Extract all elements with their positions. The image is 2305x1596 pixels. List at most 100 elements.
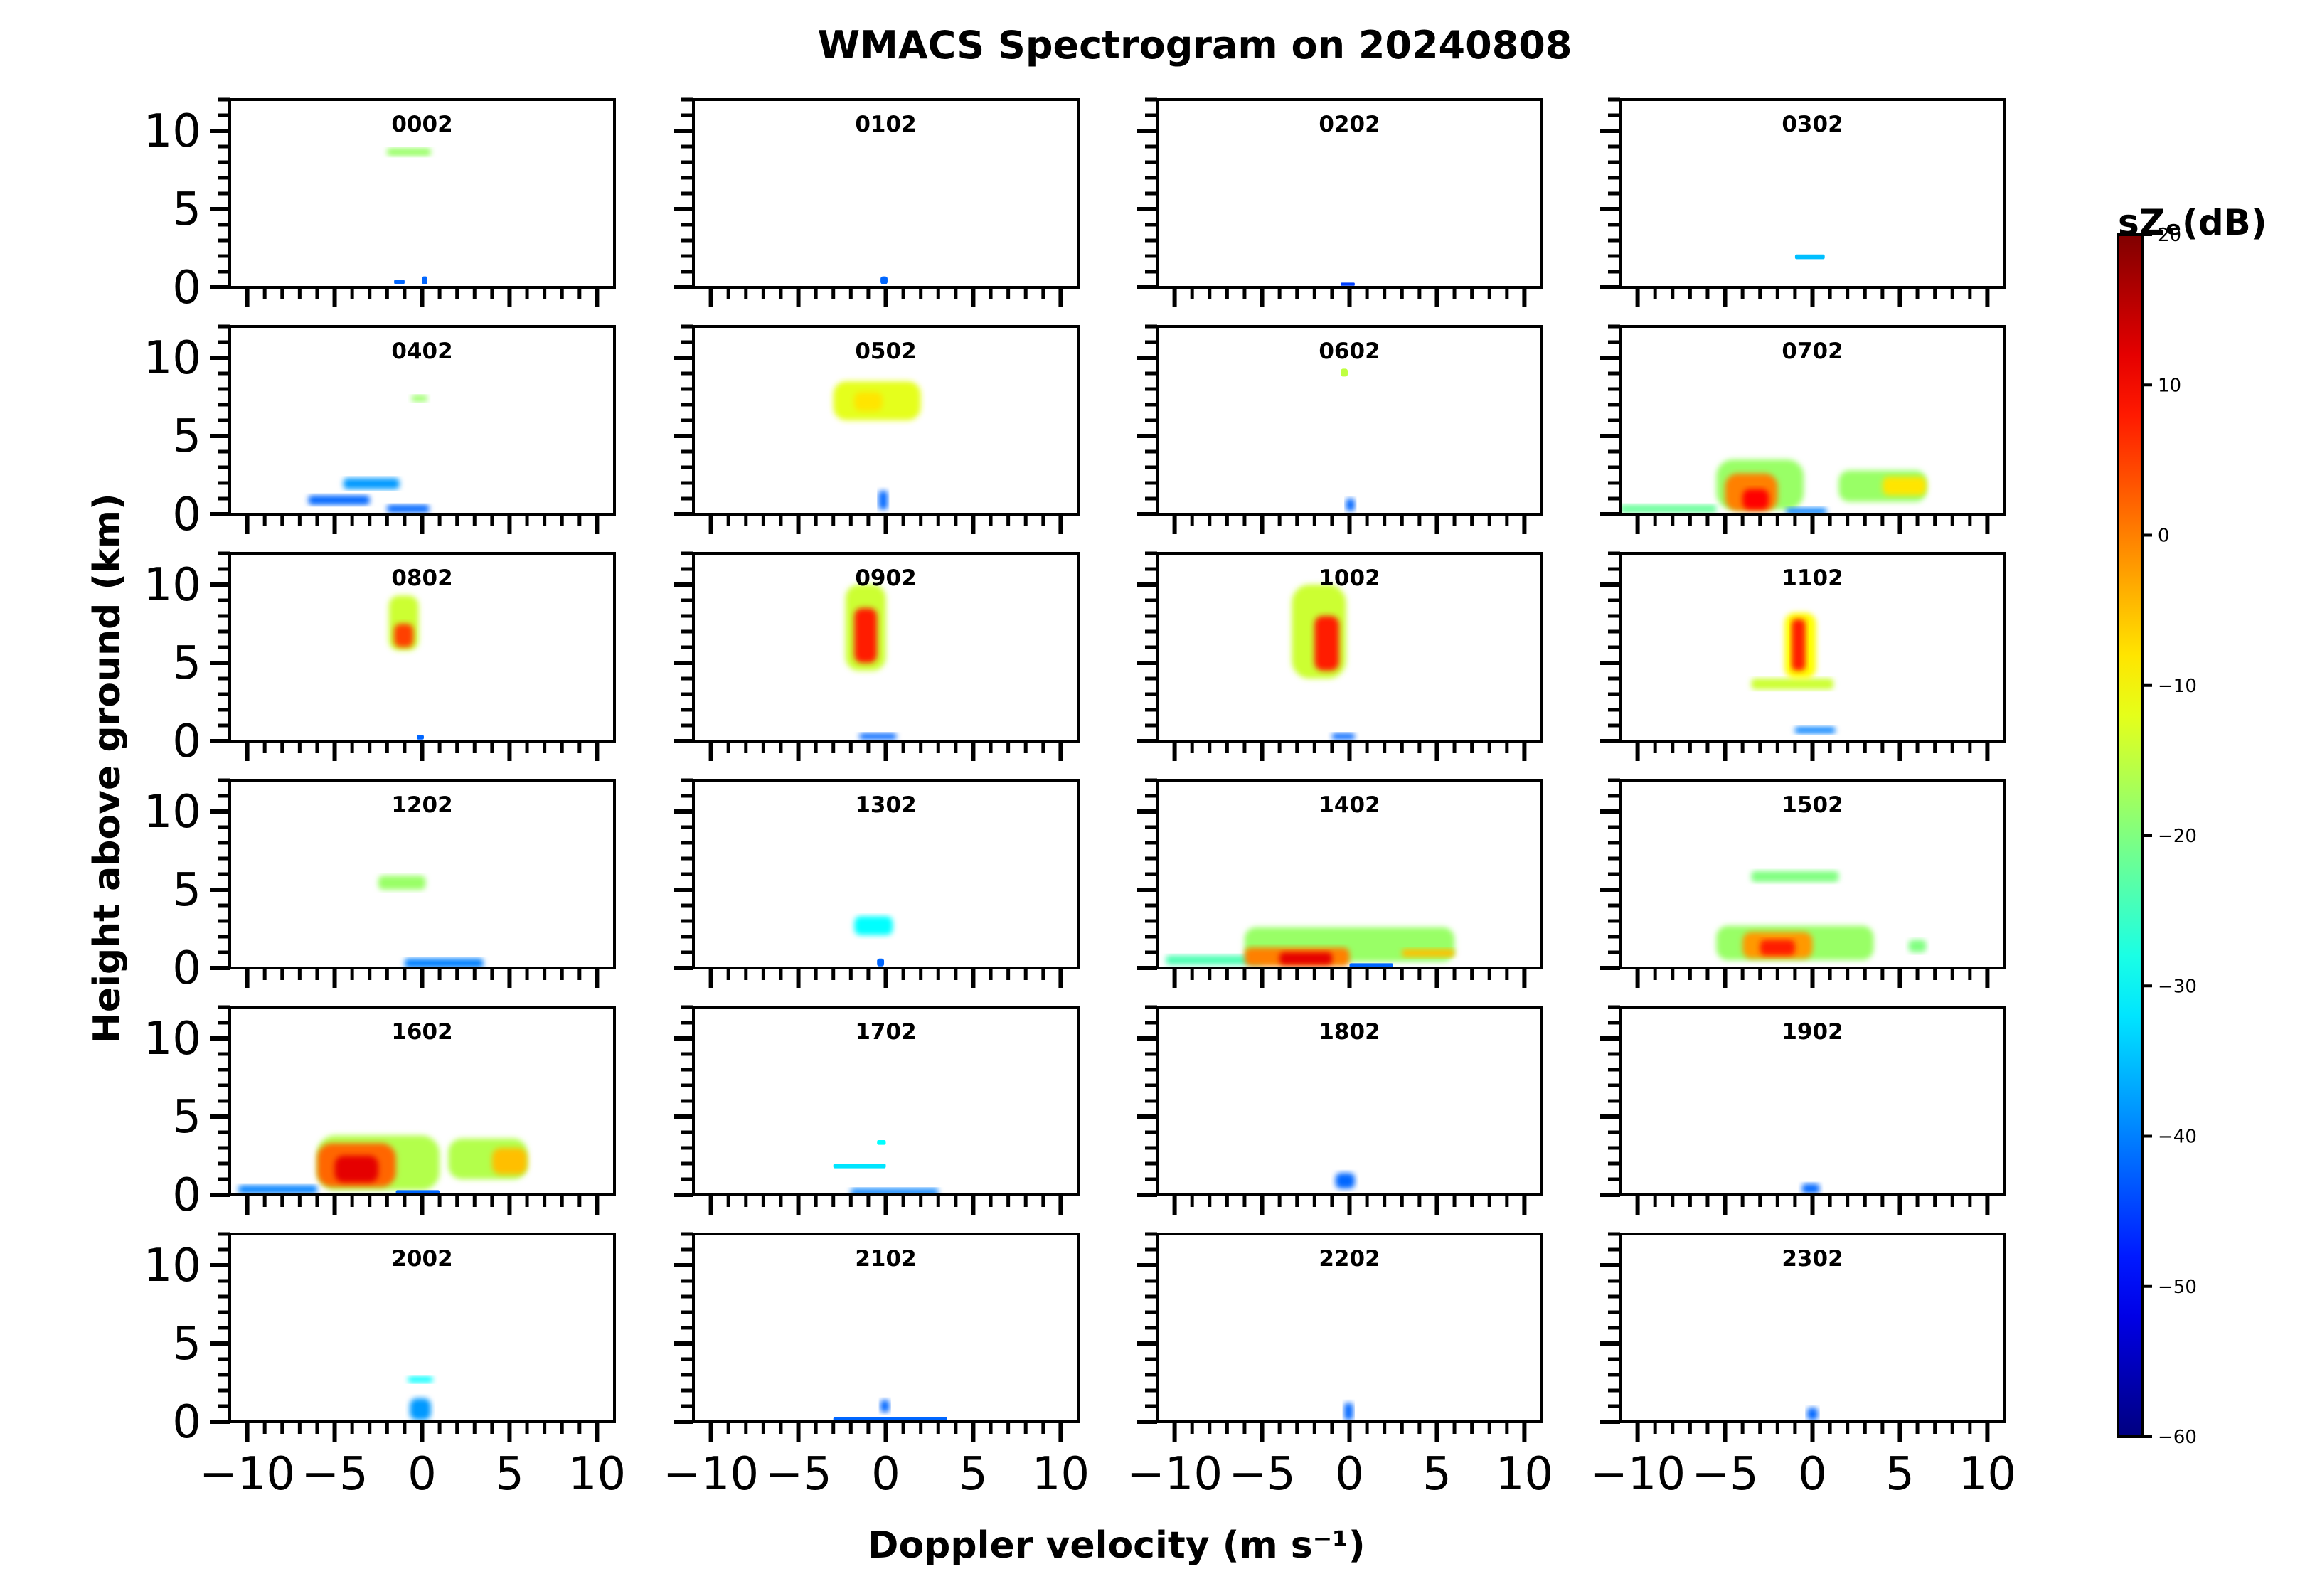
panel-data	[1620, 459, 1927, 514]
panel-2202: 2202 −10 −5 0 5 10	[1127, 1232, 1553, 1501]
spectral-patch	[1331, 733, 1355, 740]
y-tick-label: 0	[172, 715, 201, 768]
spectral-patch	[1882, 477, 1927, 496]
y-tick-label: 10	[144, 1240, 201, 1292]
spectral-patch	[417, 735, 424, 740]
x-tick-label: −5	[1691, 1448, 1758, 1501]
panel-title: 0802	[391, 565, 452, 591]
spectral-patch	[1786, 508, 1827, 514]
panel-data	[1335, 1173, 1355, 1189]
panel-data	[1166, 927, 1455, 968]
x-tick-label: 0	[408, 1448, 437, 1501]
x-tick-label: 10	[1032, 1448, 1090, 1501]
x-tick-label: 10	[1959, 1448, 2016, 1501]
panel-grid: 0002 0 5 10 0102 0202 0302 0402 0 5 10 0502 0602 0702…	[144, 97, 2016, 1501]
panel-data	[833, 1400, 947, 1422]
spectral-patch	[1794, 727, 1836, 733]
colorbar-title: sZₑ(dB)	[2118, 202, 2267, 243]
spectral-patch	[394, 280, 405, 284]
spectral-patch	[859, 733, 897, 740]
panel-0602: 0602	[1137, 324, 1543, 534]
spectral-patch	[1166, 955, 1262, 965]
spectral-patch	[343, 478, 400, 489]
x-tick-label: 5	[1422, 1448, 1452, 1501]
colorbar-tick-label: −30	[2158, 976, 2197, 997]
y-tick-label: 0	[172, 262, 201, 314]
spectral-patch	[378, 876, 426, 890]
panel-0102: 0102	[674, 97, 1080, 307]
x-tick-label: 5	[1885, 1448, 1915, 1501]
panel-1202: 1202 0 5 10	[144, 778, 616, 995]
spectral-patch	[422, 276, 427, 284]
y-tick-label: 10	[144, 786, 201, 839]
spectral-patch	[1620, 504, 1717, 513]
y-tick-label: 10	[144, 105, 201, 158]
panel-data	[1341, 282, 1355, 286]
panel-title: 0502	[855, 339, 916, 364]
panel-data	[1716, 871, 1927, 960]
colorbar-tick-label: −50	[2158, 1277, 2197, 1298]
y-tick-label: 0	[172, 942, 201, 995]
panel-title: 1102	[1782, 565, 1843, 591]
spectral-patch	[854, 608, 878, 663]
panel-title: 1002	[1319, 565, 1380, 591]
colorbar-tick-label: −40	[2158, 1127, 2197, 1148]
spectral-patch	[1344, 1403, 1353, 1420]
spectral-patch	[394, 624, 414, 647]
panel-1002: 1002	[1137, 551, 1543, 761]
colorbar-tick-label: −60	[2158, 1427, 2197, 1448]
spectral-patch	[1791, 619, 1806, 671]
spectral-patch	[1742, 489, 1769, 510]
x-tick-label: −5	[301, 1448, 368, 1501]
spectral-patch	[1751, 679, 1834, 690]
spectral-patch	[1346, 499, 1355, 511]
panel-data	[833, 1140, 939, 1195]
spectral-patch	[410, 1398, 431, 1420]
y-axis-label: Height above ground (km)	[86, 493, 129, 1043]
spectral-patch	[880, 276, 888, 284]
panel-title: 1202	[391, 792, 452, 818]
panel-0802: 0802 0 5 10	[144, 551, 616, 768]
colorbar-tick-label: 20	[2158, 225, 2181, 246]
x-tick-label: 5	[495, 1448, 524, 1501]
x-tick-label: 10	[1496, 1448, 1553, 1501]
spectral-patch	[878, 491, 888, 510]
panel-data	[1344, 1403, 1353, 1420]
x-tick-label: −5	[765, 1448, 831, 1501]
y-tick-label: 5	[172, 1091, 201, 1144]
panel-0202: 0202	[1137, 97, 1543, 307]
x-tick-label: 10	[568, 1448, 626, 1501]
panel-data	[1801, 1183, 1820, 1193]
x-axis-label: Doppler velocity (m s⁻¹)	[868, 1524, 1365, 1567]
panel-1602: 1602 0 5 10	[144, 1005, 616, 1222]
panel-title: 0202	[1319, 112, 1380, 137]
y-tick-label: 0	[172, 489, 201, 541]
panel-title: 1402	[1319, 792, 1380, 818]
y-tick-label: 5	[172, 183, 201, 236]
panel-title: 1302	[855, 792, 916, 818]
y-tick-label: 5	[172, 1318, 201, 1371]
panel-data	[1751, 612, 1836, 733]
spectral-patch	[854, 392, 883, 411]
panel-title: 0002	[391, 112, 452, 137]
spectral-patch	[1341, 282, 1355, 286]
spectral-patch	[334, 1156, 379, 1183]
spectral-patch	[387, 504, 430, 513]
panel-title: 1602	[391, 1019, 452, 1045]
spectral-patch	[877, 1140, 886, 1145]
panel-data	[1292, 585, 1355, 740]
panel-title: 0302	[1782, 112, 1843, 137]
spectral-patch	[1794, 254, 1825, 260]
colorbar-tick-label: 10	[2158, 375, 2181, 396]
panel-1702: 1702	[674, 1005, 1080, 1215]
panel-2102: 2102 −10 −5 0 5 10	[663, 1232, 1090, 1501]
panel-data	[880, 276, 888, 284]
spectral-patch	[1760, 940, 1795, 956]
figure-title: WMACS Spectrogram on 20240808	[818, 23, 1572, 68]
x-tick-label: −10	[1590, 1448, 1686, 1501]
spectral-patch	[1801, 1183, 1820, 1193]
panel-0702: 0702	[1600, 324, 2006, 534]
x-tick-label: −10	[199, 1448, 295, 1501]
y-tick-label: 0	[172, 1169, 201, 1222]
y-tick-label: 5	[172, 864, 201, 917]
